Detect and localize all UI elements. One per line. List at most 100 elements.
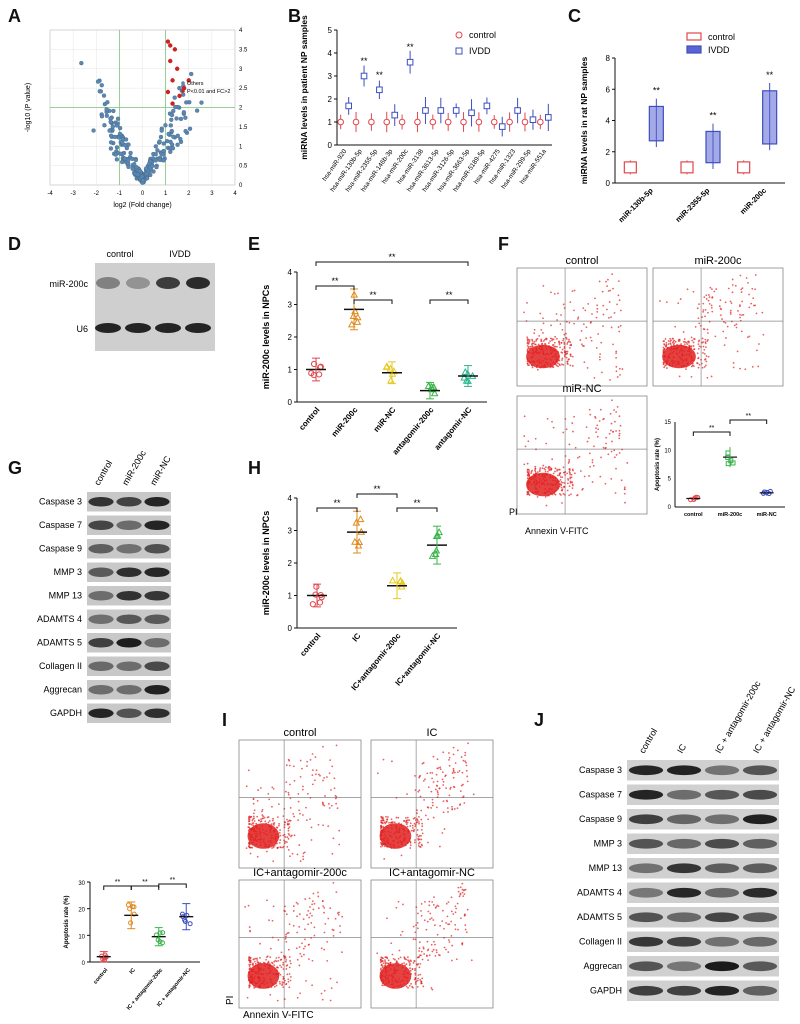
protein-band bbox=[628, 765, 664, 776]
data-point bbox=[114, 123, 120, 128]
event-dot bbox=[395, 816, 398, 819]
event-dot bbox=[307, 923, 310, 926]
event-dot bbox=[588, 452, 591, 455]
event-dot bbox=[416, 985, 419, 988]
event-dot bbox=[245, 847, 248, 849]
event-dot bbox=[251, 819, 254, 822]
event-dot bbox=[405, 985, 408, 988]
event-dot bbox=[714, 335, 717, 338]
protein-band bbox=[88, 685, 114, 695]
event-dot bbox=[573, 309, 575, 312]
protein-band bbox=[704, 789, 740, 800]
event-dot bbox=[456, 771, 459, 774]
event-dot bbox=[431, 988, 434, 991]
protein-band bbox=[666, 961, 702, 972]
event-dot bbox=[448, 764, 451, 767]
protein-band bbox=[88, 591, 114, 601]
significance-mark: ** bbox=[445, 290, 453, 300]
event-dot bbox=[416, 956, 419, 959]
event-dot bbox=[414, 841, 416, 844]
data-point bbox=[187, 921, 193, 927]
event-dot bbox=[426, 772, 429, 775]
event-dot bbox=[277, 959, 280, 962]
ivdd-box bbox=[762, 90, 778, 145]
event-dot bbox=[337, 912, 339, 914]
data-point bbox=[174, 116, 179, 121]
event-dot bbox=[321, 801, 324, 804]
event-dot bbox=[569, 477, 572, 480]
panel-letter-h: H bbox=[248, 458, 261, 478]
event-dot bbox=[452, 767, 455, 770]
event-dot bbox=[723, 344, 726, 347]
event-dot bbox=[718, 305, 721, 308]
event-dot bbox=[571, 365, 574, 367]
ivdd-marker bbox=[437, 107, 445, 114]
event-dot bbox=[527, 342, 530, 345]
event-dot bbox=[611, 440, 613, 443]
event-dot bbox=[591, 459, 594, 461]
event-dot bbox=[313, 934, 316, 937]
data-point bbox=[183, 115, 188, 120]
y-tick-label: 2 bbox=[288, 333, 293, 342]
event-dot bbox=[429, 918, 431, 921]
event-dot bbox=[285, 841, 288, 844]
event-dot bbox=[667, 343, 670, 346]
event-dot bbox=[582, 307, 585, 310]
event-dot bbox=[298, 913, 301, 916]
event-dot bbox=[288, 986, 291, 989]
cell-cluster bbox=[247, 963, 280, 989]
event-dot bbox=[419, 845, 421, 848]
event-dot bbox=[560, 341, 563, 344]
event-dot bbox=[709, 286, 712, 289]
event-dot bbox=[434, 788, 437, 791]
event-dot bbox=[606, 308, 608, 311]
data-point bbox=[688, 497, 694, 503]
data-point bbox=[168, 123, 173, 128]
event-dot bbox=[553, 345, 556, 348]
flow-plot-title: IC bbox=[427, 727, 438, 739]
data-point bbox=[161, 158, 166, 163]
event-dot bbox=[751, 365, 754, 368]
event-dot bbox=[562, 466, 565, 469]
event-dot bbox=[285, 940, 288, 943]
event-dot bbox=[432, 781, 435, 783]
event-dot bbox=[710, 375, 713, 378]
protein-band bbox=[628, 961, 664, 972]
event-dot bbox=[418, 822, 420, 825]
event-dot bbox=[256, 960, 259, 963]
y-tick-label: 6 bbox=[606, 85, 611, 94]
event-dot bbox=[261, 814, 264, 816]
event-dot bbox=[431, 801, 434, 804]
event-dot bbox=[662, 361, 665, 364]
event-dot bbox=[456, 807, 459, 809]
row-label: ADAMTS 4 bbox=[37, 614, 82, 624]
event-dot bbox=[462, 895, 465, 898]
event-dot bbox=[284, 790, 287, 793]
significance-bracket bbox=[315, 285, 355, 290]
event-dot bbox=[586, 440, 589, 443]
event-dot bbox=[590, 321, 592, 323]
event-dot bbox=[451, 772, 454, 774]
event-dot bbox=[409, 822, 412, 825]
event-dot bbox=[323, 989, 326, 992]
event-dot bbox=[337, 913, 340, 916]
event-dot bbox=[432, 816, 435, 819]
event-dot bbox=[431, 901, 434, 903]
event-dot bbox=[312, 908, 315, 911]
control-marker bbox=[537, 118, 544, 126]
event-dot bbox=[304, 938, 306, 941]
significance-bracket bbox=[356, 493, 398, 498]
event-dot bbox=[559, 472, 562, 474]
event-dot bbox=[272, 822, 275, 825]
event-dot bbox=[729, 311, 732, 314]
event-dot bbox=[328, 807, 331, 809]
x-tick-label: control bbox=[297, 406, 321, 433]
event-dot bbox=[272, 846, 275, 849]
event-dot bbox=[323, 777, 326, 779]
significance-bracket bbox=[158, 883, 187, 888]
event-dot bbox=[542, 285, 545, 287]
x-tick-label: IC bbox=[350, 631, 362, 643]
event-dot bbox=[527, 364, 529, 367]
event-dot bbox=[560, 481, 563, 483]
event-dot bbox=[761, 311, 764, 314]
